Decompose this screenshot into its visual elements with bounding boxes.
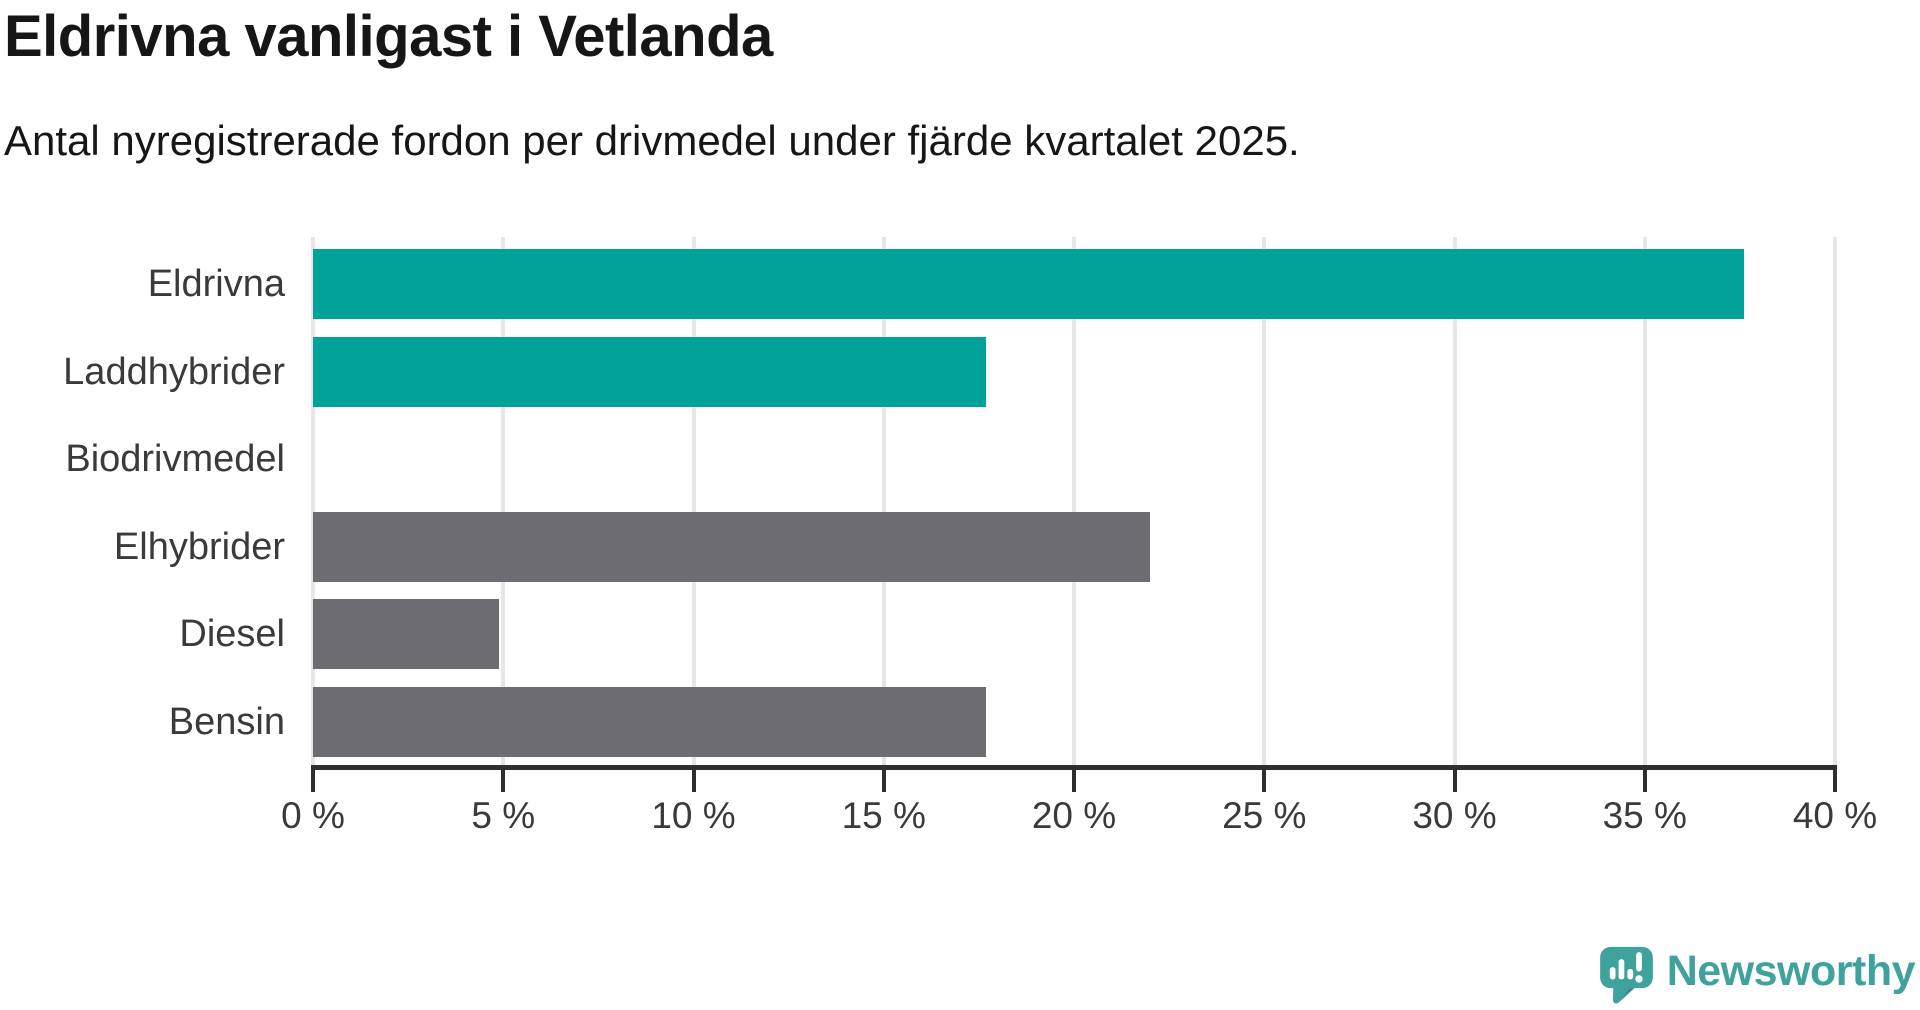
gridline — [1262, 237, 1267, 765]
category-label: Biodrivmedel — [65, 438, 285, 481]
x-tick — [501, 765, 506, 792]
x-tick — [881, 765, 886, 792]
x-tick-label: 15 % — [841, 795, 926, 836]
x-tick — [1452, 765, 1457, 792]
plot-area — [311, 237, 1837, 765]
gridline — [881, 237, 886, 765]
chart-subtitle: Antal nyregistrerade fordon per drivmede… — [4, 117, 1300, 164]
x-tick — [1642, 765, 1647, 792]
x-tick-label: 25 % — [1222, 795, 1307, 836]
x-tick-label: 5 % — [471, 795, 536, 836]
x-tick-label: 35 % — [1602, 795, 1687, 836]
newsworthy-logo-icon — [1599, 946, 1653, 1004]
x-tick — [311, 765, 315, 792]
gridline — [1833, 237, 1837, 765]
newsworthy-logo-text: Newsworthy — [1666, 946, 1916, 995]
bar-laddhybrider — [313, 336, 987, 407]
category-label: Eldrivna — [147, 263, 285, 305]
x-tick — [1262, 765, 1267, 792]
bar-bensin — [313, 687, 987, 757]
chart-title: Eldrivna vanligast i Vetlanda — [4, 4, 773, 69]
gridline — [1072, 237, 1076, 765]
x-tick-label: 40 % — [1792, 795, 1878, 836]
x-tick-label: 10 % — [651, 795, 736, 836]
x-tick-label: 30 % — [1412, 795, 1497, 836]
x-tick-label: 0 % — [281, 795, 345, 836]
category-label: Elhybrider — [113, 525, 285, 568]
category-label: Diesel — [179, 613, 285, 656]
gridline — [1642, 237, 1647, 765]
x-axis-line — [311, 765, 1837, 770]
gridline — [1452, 237, 1457, 765]
gridline — [311, 237, 315, 765]
x-tick — [1072, 765, 1076, 792]
category-label: Bensin — [168, 701, 285, 743]
bar-diesel — [313, 599, 500, 670]
newsworthy-branding: Newsworthy — [1599, 946, 1916, 1004]
category-axis: Eldrivna Laddhybrider Biodrivmedel Elhybrid… — [0, 237, 285, 765]
gridline — [501, 237, 506, 765]
gridline — [691, 237, 696, 765]
x-tick-label: 20 % — [1031, 795, 1117, 836]
bar-elhybrider — [313, 511, 1151, 582]
x-tick — [1833, 765, 1837, 792]
bar-eldrivna — [313, 249, 1744, 319]
x-tick — [691, 765, 696, 792]
category-label: Laddhybrider — [63, 350, 285, 393]
